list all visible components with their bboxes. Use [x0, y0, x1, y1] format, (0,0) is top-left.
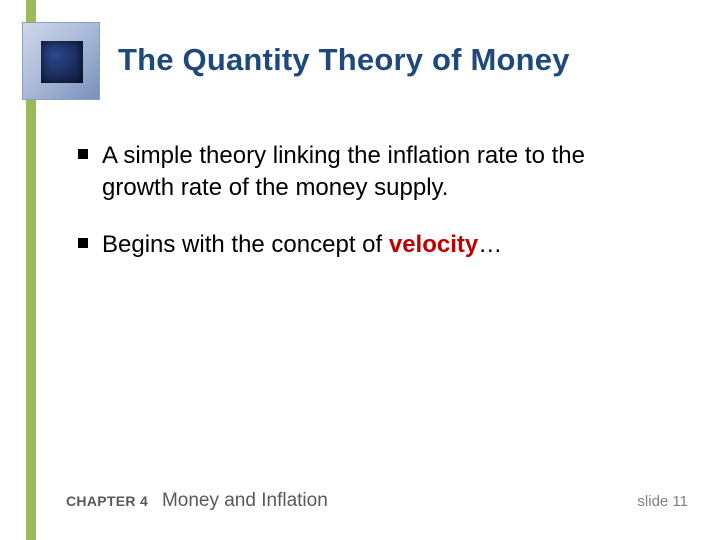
list-item: A simple theory linking the inflation ra… [78, 140, 658, 203]
bullet-icon [78, 238, 88, 248]
bullet-text-before: A simple theory linking the inflation ra… [102, 142, 585, 201]
bullet-icon [78, 149, 88, 159]
bullet-text: A simple theory linking the inflation ra… [102, 140, 658, 203]
slide-number: slide 11 [637, 493, 688, 510]
bullet-text: Begins with the concept of velocity… [102, 229, 502, 261]
bullet-highlight: velocity [389, 231, 478, 258]
slide-title: The Quantity Theory of Money [118, 42, 570, 78]
footer: CHAPTER 4 Money and Inflation [66, 490, 328, 512]
bullet-text-after: … [478, 231, 502, 258]
bullet-list: A simple theory linking the inflation ra… [78, 140, 658, 287]
list-item: Begins with the concept of velocity… [78, 229, 658, 261]
bullet-text-before: Begins with the concept of [102, 231, 389, 258]
footer-title: Money and Inflation [162, 490, 328, 511]
corner-logo [22, 22, 100, 100]
footer-chapter: CHAPTER 4 [66, 493, 148, 509]
